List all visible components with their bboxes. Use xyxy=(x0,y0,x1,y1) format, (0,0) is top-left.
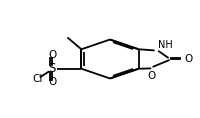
Text: O: O xyxy=(48,50,57,60)
Text: NH: NH xyxy=(158,40,172,50)
Text: O: O xyxy=(184,54,192,64)
Text: O: O xyxy=(147,71,156,80)
Text: S: S xyxy=(49,62,56,75)
Text: Cl: Cl xyxy=(32,74,43,84)
Text: O: O xyxy=(48,77,57,87)
